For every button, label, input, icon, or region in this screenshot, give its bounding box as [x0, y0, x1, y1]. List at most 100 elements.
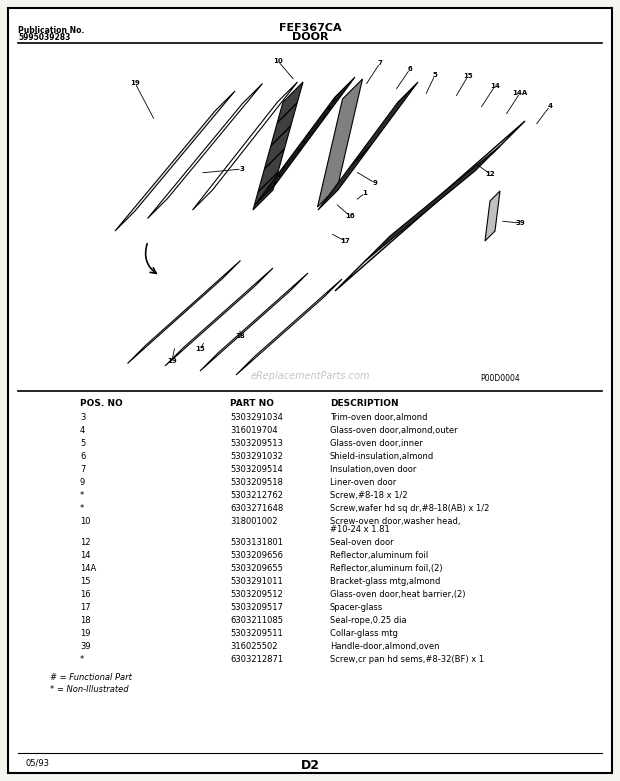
Text: 14: 14: [490, 83, 500, 89]
Text: 15: 15: [195, 346, 205, 352]
Text: 14A: 14A: [512, 90, 528, 96]
Text: 6303271648: 6303271648: [230, 504, 283, 513]
Polygon shape: [485, 191, 500, 241]
Text: Seal-oven door: Seal-oven door: [330, 538, 394, 547]
Text: Handle-door,almond,oven: Handle-door,almond,oven: [330, 642, 440, 651]
Polygon shape: [200, 273, 308, 371]
Text: 5995039283: 5995039283: [18, 33, 71, 42]
Text: P00D0004: P00D0004: [480, 374, 520, 383]
Text: 4: 4: [547, 103, 552, 109]
Polygon shape: [148, 84, 262, 219]
Text: 6: 6: [407, 66, 412, 72]
Text: 6303211085: 6303211085: [230, 616, 283, 625]
Text: 19: 19: [130, 80, 140, 86]
Text: Liner-oven door: Liner-oven door: [330, 478, 396, 487]
Text: 5303291011: 5303291011: [230, 577, 283, 586]
Text: #10-24 x 1.81: #10-24 x 1.81: [330, 525, 390, 534]
Text: 16: 16: [345, 213, 355, 219]
Text: 5303209656: 5303209656: [230, 551, 283, 560]
Text: 5: 5: [80, 439, 86, 448]
Polygon shape: [115, 91, 235, 231]
Text: 5: 5: [433, 72, 437, 78]
Text: 39: 39: [80, 642, 91, 651]
Text: *: *: [80, 504, 84, 513]
Text: Seal-rope,0.25 dia: Seal-rope,0.25 dia: [330, 616, 407, 625]
Polygon shape: [335, 121, 525, 291]
Text: 6: 6: [80, 452, 86, 461]
Text: Collar-glass mtg: Collar-glass mtg: [330, 629, 398, 638]
Text: Shield-insulation,almond: Shield-insulation,almond: [330, 452, 434, 461]
Text: DESCRIPTION: DESCRIPTION: [330, 399, 399, 408]
Text: 5303209517: 5303209517: [230, 603, 283, 612]
Text: 318001002: 318001002: [230, 517, 278, 526]
Text: 6303212871: 6303212871: [230, 655, 283, 664]
Polygon shape: [236, 279, 342, 375]
Text: POS. NO: POS. NO: [80, 399, 123, 408]
Text: 5303131801: 5303131801: [230, 538, 283, 547]
Text: 5303209513: 5303209513: [230, 439, 283, 448]
Text: 39: 39: [515, 220, 525, 226]
Text: 9: 9: [373, 180, 378, 186]
Polygon shape: [192, 82, 298, 210]
Text: 5303212762: 5303212762: [230, 491, 283, 500]
Text: 15: 15: [463, 73, 473, 79]
Text: 4: 4: [80, 426, 86, 435]
Text: 14: 14: [80, 551, 91, 560]
Text: 18: 18: [235, 333, 245, 339]
Polygon shape: [165, 268, 273, 366]
Text: Insulation,oven door: Insulation,oven door: [330, 465, 417, 474]
Polygon shape: [365, 146, 500, 261]
Text: *: *: [80, 655, 84, 664]
Text: 316025502: 316025502: [230, 642, 278, 651]
Polygon shape: [318, 82, 418, 210]
Text: 5303209514: 5303209514: [230, 465, 283, 474]
Text: Glass-oven door,inner: Glass-oven door,inner: [330, 439, 423, 448]
Text: 19: 19: [80, 629, 91, 638]
Text: Glass-oven door,heat barrier,(2): Glass-oven door,heat barrier,(2): [330, 590, 466, 599]
Text: *: *: [80, 491, 84, 500]
Polygon shape: [255, 77, 355, 205]
Text: 3: 3: [80, 413, 86, 422]
Text: 17: 17: [80, 603, 91, 612]
Text: * = Non-Illustrated: * = Non-Illustrated: [50, 685, 128, 694]
Text: 5303209511: 5303209511: [230, 629, 283, 638]
Polygon shape: [128, 261, 241, 363]
Text: 7: 7: [80, 465, 86, 474]
Text: # = Functional Part: # = Functional Part: [50, 673, 132, 682]
Text: D2: D2: [301, 759, 319, 772]
Text: 14A: 14A: [80, 564, 96, 573]
Text: Screw-oven door,washer head,: Screw-oven door,washer head,: [330, 517, 461, 526]
Text: 12: 12: [80, 538, 91, 547]
Text: 5303209512: 5303209512: [230, 590, 283, 599]
Text: 16: 16: [80, 590, 91, 599]
Text: Glass-oven door,almond,outer: Glass-oven door,almond,outer: [330, 426, 458, 435]
Text: 15: 15: [80, 577, 91, 586]
Text: 17: 17: [340, 238, 350, 244]
Text: 12: 12: [485, 171, 495, 177]
Text: DOOR: DOOR: [292, 32, 328, 42]
Text: 316019704: 316019704: [230, 426, 278, 435]
Text: PART NO: PART NO: [230, 399, 274, 408]
Text: 5303291034: 5303291034: [230, 413, 283, 422]
Text: 10: 10: [273, 58, 283, 64]
Text: Reflector,aluminum foil: Reflector,aluminum foil: [330, 551, 428, 560]
Polygon shape: [253, 82, 303, 210]
Text: Screw,cr pan hd sems,#8-32(BF) x 1: Screw,cr pan hd sems,#8-32(BF) x 1: [330, 655, 484, 664]
Text: Reflector,aluminum foil,(2): Reflector,aluminum foil,(2): [330, 564, 443, 573]
Text: Spacer-glass: Spacer-glass: [330, 603, 383, 612]
Text: 5303291032: 5303291032: [230, 452, 283, 461]
Polygon shape: [317, 79, 363, 207]
Text: 7: 7: [378, 60, 383, 66]
Text: 18: 18: [80, 616, 91, 625]
Text: Bracket-glass mtg,almond: Bracket-glass mtg,almond: [330, 577, 440, 586]
Text: Screw,wafer hd sq dr,#8-18(AB) x 1/2: Screw,wafer hd sq dr,#8-18(AB) x 1/2: [330, 504, 489, 513]
Text: FEF367CA: FEF367CA: [278, 23, 342, 33]
Text: 05/93: 05/93: [25, 759, 49, 768]
Text: 3: 3: [239, 166, 244, 172]
Text: Publication No.: Publication No.: [18, 26, 84, 35]
Text: 5303209655: 5303209655: [230, 564, 283, 573]
Text: 1: 1: [363, 190, 368, 196]
Text: 9: 9: [80, 478, 86, 487]
Text: Screw,#8-18 x 1/2: Screw,#8-18 x 1/2: [330, 491, 407, 500]
Text: 19: 19: [167, 358, 177, 364]
